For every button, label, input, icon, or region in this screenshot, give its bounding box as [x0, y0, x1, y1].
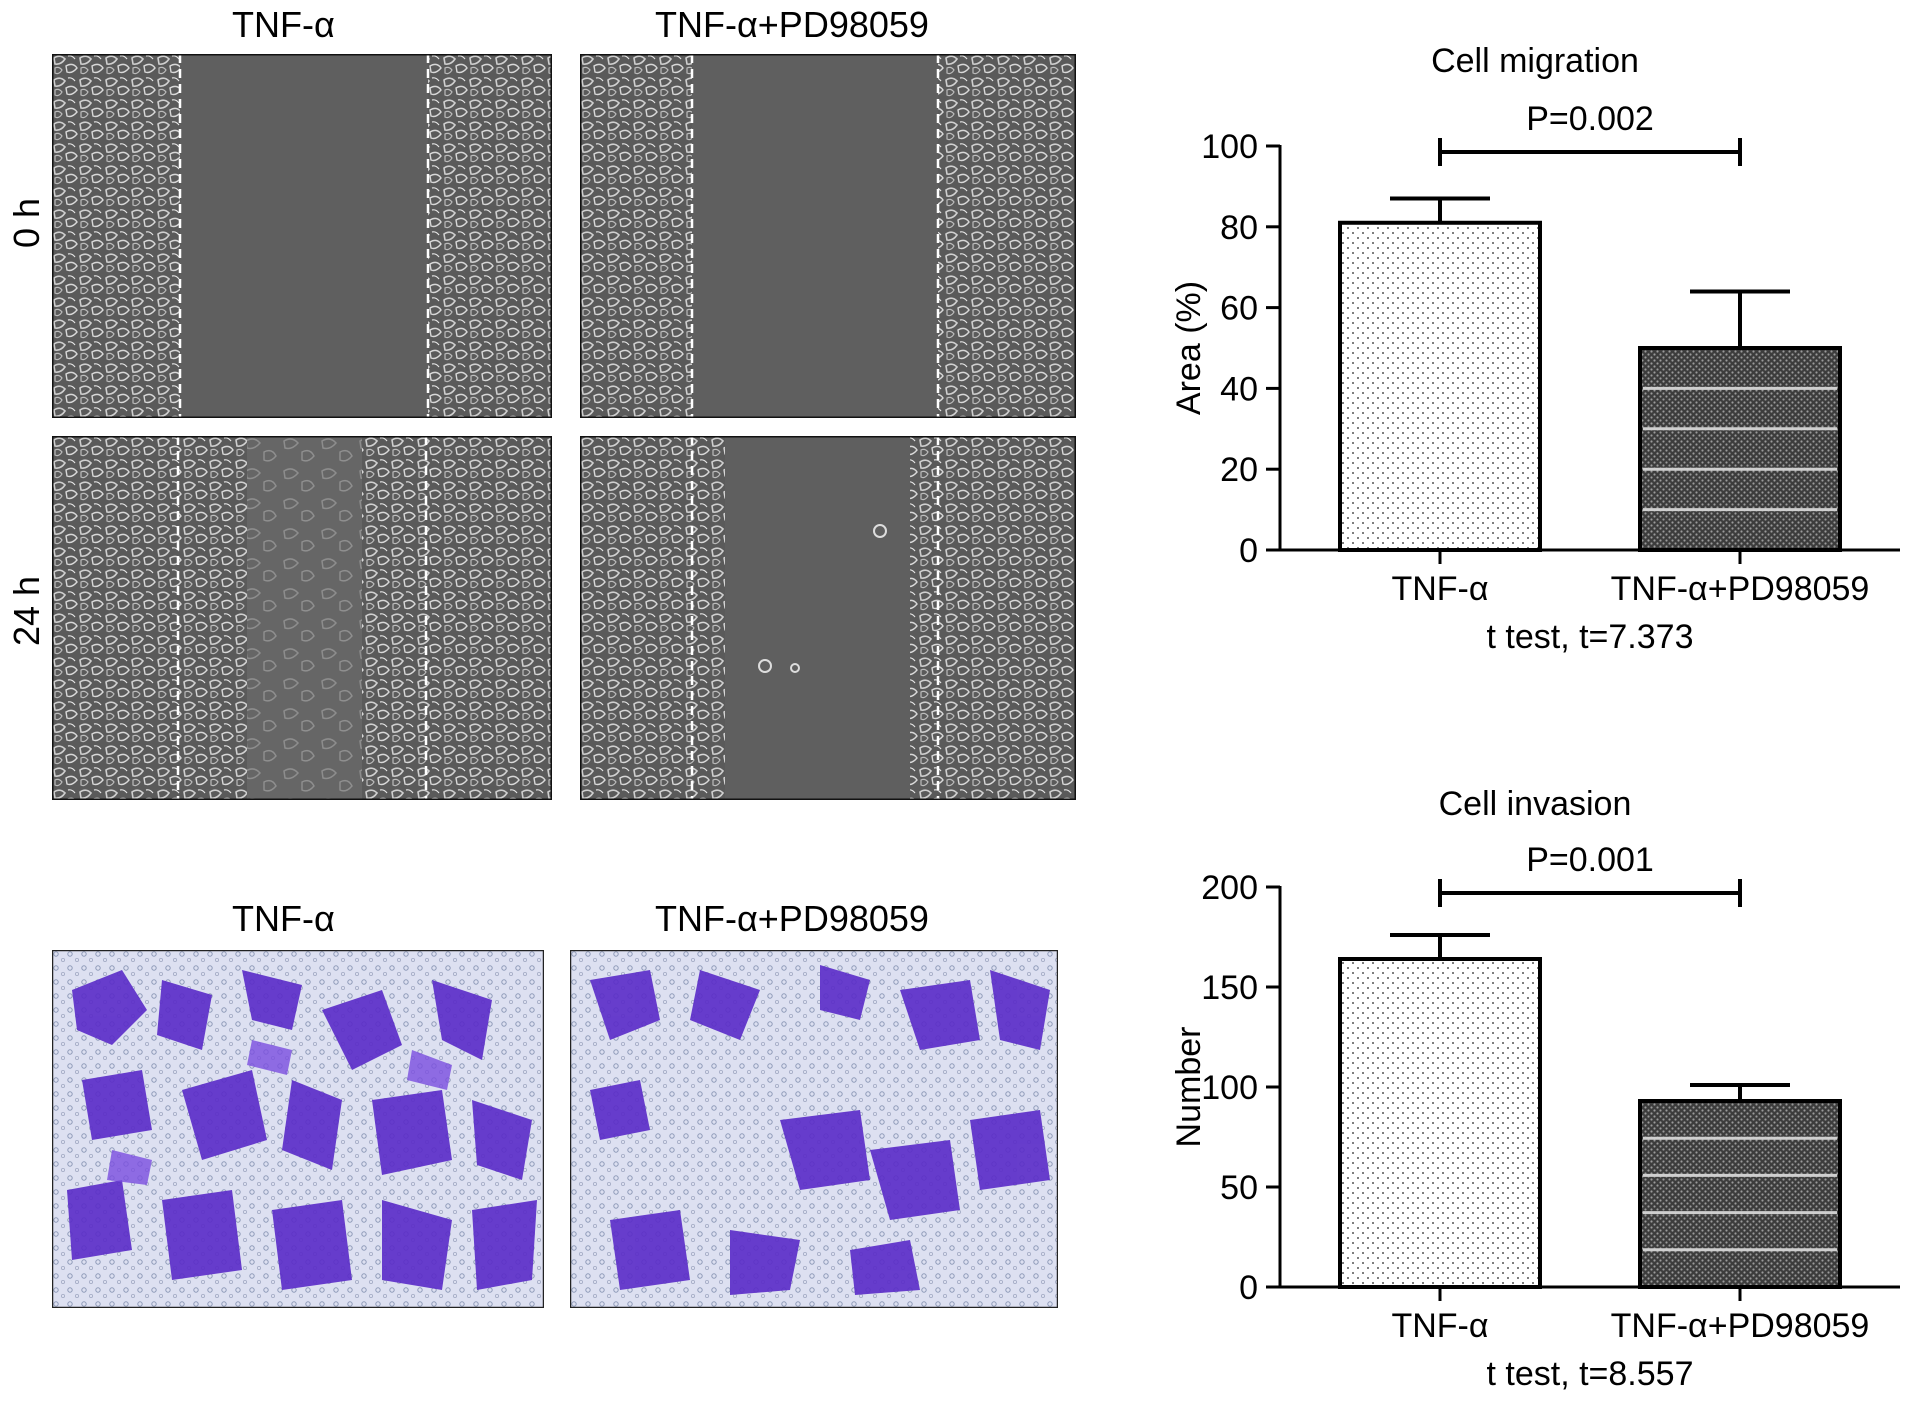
bar — [1338, 957, 1542, 1289]
chart-cell-migration: Cell migration 0 20 40 60 80 100 Area (%) TNF-α T… — [1170, 42, 1900, 656]
y-tick-label: 0 — [1239, 1269, 1258, 1307]
row-label-24h: 24 h — [6, 575, 47, 647]
y-tick-label: 50 — [1220, 1169, 1258, 1207]
y-tick-label: 60 — [1220, 290, 1258, 328]
bar — [1338, 220, 1542, 552]
y-tick-label: 40 — [1220, 370, 1258, 408]
y-axis-label: Area (%) — [1170, 281, 1208, 415]
scratch-image-tnf-0h — [52, 54, 552, 418]
chart-title: Cell migration — [1431, 42, 1639, 80]
chart-title: Cell invasion — [1439, 785, 1632, 823]
x-axis-label: t test, t=8.557 — [1487, 1355, 1694, 1393]
invasion-col-label-tnf: TNF-α — [232, 898, 335, 939]
y-tick-label: 20 — [1220, 451, 1258, 489]
significance-label: P=0.001 — [1526, 841, 1654, 879]
x-tick-label: TNF-α — [1391, 570, 1488, 608]
y-tick-label: 100 — [1201, 128, 1258, 166]
chart-cell-invasion: Cell invasion 0 50 100 150 200 Number TNF-α TNF-… — [1170, 785, 1900, 1393]
y-tick-label: 80 — [1220, 209, 1258, 247]
y-tick-label: 150 — [1201, 969, 1258, 1007]
scratch-col-label-tnf-pd: TNF-α+PD98059 — [655, 4, 929, 45]
x-tick-label: TNF-α+PD98059 — [1611, 570, 1870, 608]
row-label-0h: 0 h — [6, 197, 47, 249]
scratch-image-tnfpd-24h — [580, 436, 1076, 800]
y-tick-label: 100 — [1201, 1069, 1258, 1107]
scratch-image-tnf-24h — [52, 436, 552, 800]
scratch-image-tnfpd-0h — [580, 54, 1076, 418]
significance-label: P=0.002 — [1526, 100, 1654, 138]
y-axis-label: Number — [1170, 1027, 1208, 1148]
invasion-image-tnfpd — [570, 950, 1058, 1308]
y-tick-label: 0 — [1239, 532, 1258, 570]
y-tick-label: 200 — [1201, 869, 1258, 907]
bar — [1638, 1099, 1842, 1289]
x-tick-label: TNF-α — [1391, 1307, 1488, 1345]
bar — [1638, 346, 1842, 552]
invasion-image-tnf — [52, 950, 544, 1308]
invasion-col-label-tnf-pd: TNF-α+PD98059 — [655, 898, 929, 939]
x-tick-label: TNF-α+PD98059 — [1611, 1307, 1870, 1345]
x-axis-label: t test, t=7.373 — [1487, 618, 1694, 656]
scratch-col-label-tnf: TNF-α — [232, 4, 335, 45]
